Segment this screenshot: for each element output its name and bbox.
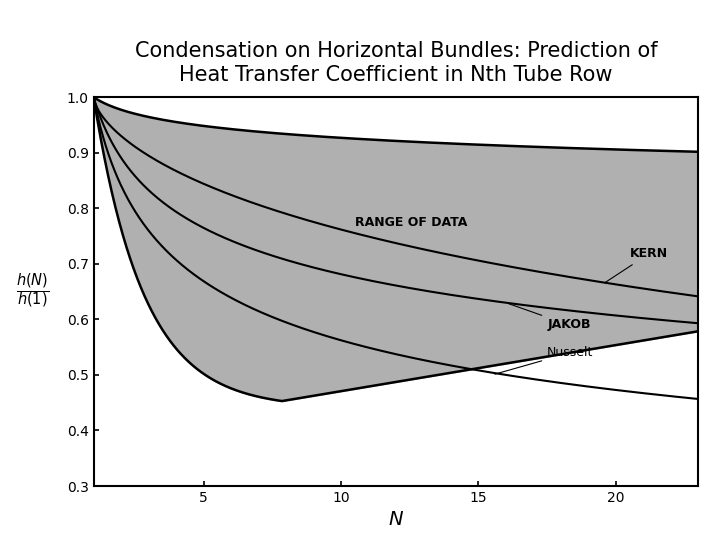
Text: Nusselt: Nusselt	[495, 346, 593, 374]
X-axis label: N: N	[389, 510, 403, 529]
Text: $\frac{h(N)}{h(1)}$: $\frac{h(N)}{h(1)}$	[17, 272, 50, 312]
Text: RANGE OF DATA: RANGE OF DATA	[355, 215, 467, 228]
Text: KERN: KERN	[605, 247, 667, 283]
Title: Condensation on Horizontal Bundles: Prediction of
Heat Transfer Coefficient in N: Condensation on Horizontal Bundles: Pred…	[135, 42, 657, 85]
Text: JAKOB: JAKOB	[508, 303, 590, 332]
